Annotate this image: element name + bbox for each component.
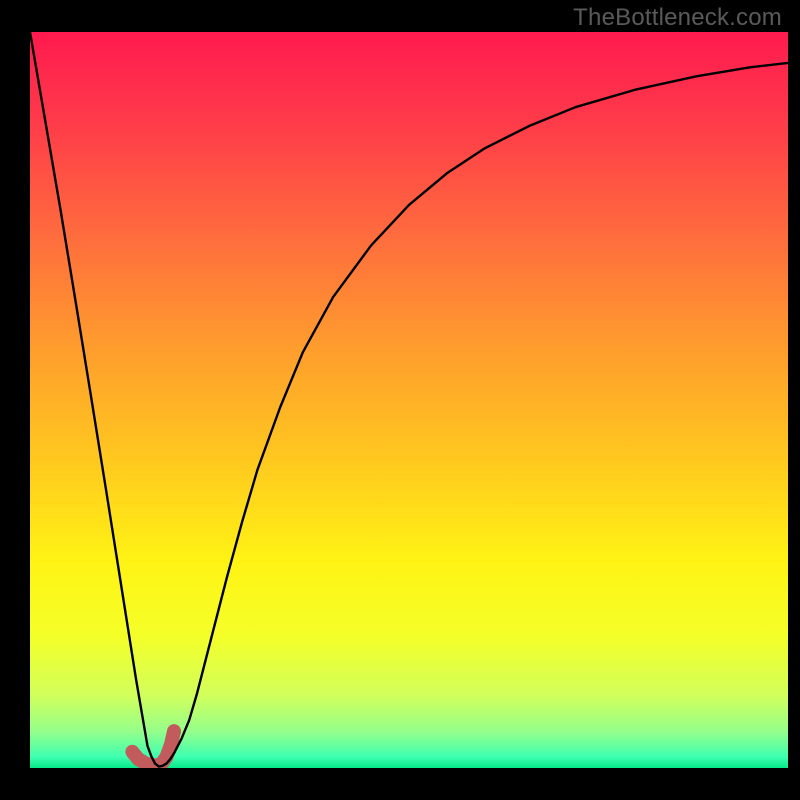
chart-root: TheBottleneck.com	[0, 0, 800, 800]
chart-svg	[0, 0, 800, 800]
watermark-text: TheBottleneck.com	[573, 4, 782, 32]
plot-background	[30, 32, 788, 768]
